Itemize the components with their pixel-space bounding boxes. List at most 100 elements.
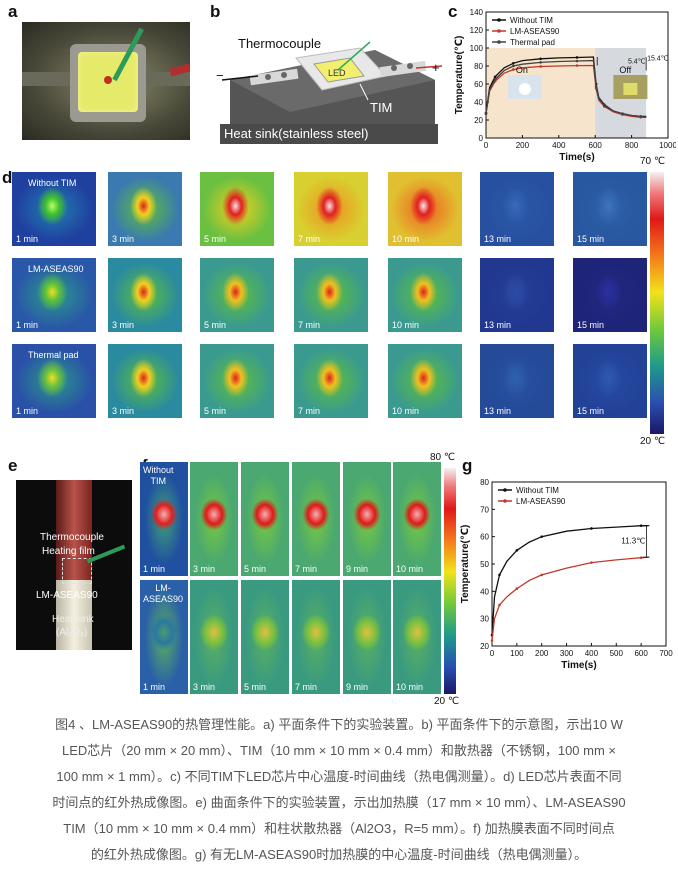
x-tick-label: 0 [490,649,495,658]
x-tick-label: 600 [634,649,648,658]
scale-d-min: 20 ℃ [640,436,666,447]
thermal-image: 10 min [388,258,462,332]
series-point-2 [639,115,642,118]
time-label: 10 min [392,320,420,330]
x-tick-label: 200 [535,649,549,658]
time-label: 7 min [298,320,321,330]
series-point-0 [539,57,542,61]
thermal-image: 3 min [190,580,238,694]
scale-f-max: 80 ℃ [430,452,456,463]
annotation-on: On [516,65,528,75]
thermal-image: 5 min [241,462,289,576]
thermal-image: 7 min [294,172,368,246]
series-point-2 [621,112,624,115]
series-point-0 [493,75,497,79]
series-line-2 [485,59,647,118]
thermal-image: 10 min [393,462,441,576]
series-point-1 [540,573,544,577]
row-label: LM-ASEAS90 [143,583,183,605]
series-point-0 [575,56,579,59]
time-label: 13 min [484,234,512,244]
legend-label-1: LM-ASEAS90 [510,27,560,36]
series-line-0 [491,525,649,636]
x-tick-label: 800 [625,141,639,150]
panel-label-c: c [448,2,458,21]
x-axis-label: Time(s) [561,660,596,671]
thermal-image: 1 min Thermal pad [12,344,96,418]
time-label: 1 min [143,564,166,574]
off-photo-chip [623,83,638,95]
time-label: 1 min [143,682,166,692]
row-label: Without TIM [28,178,77,188]
time-label: 1 min [16,406,39,416]
on-photo-light [518,83,531,95]
thermal-image: 13 min [480,344,554,418]
x-tick-label: 600 [589,141,603,150]
time-label: 13 min [484,406,512,416]
time-label: 7 min [298,234,321,244]
thermal-image: 15 min [573,172,647,246]
thermal-image: 3 min [108,172,182,246]
time-label: 3 min [112,234,135,244]
time-label: 10 min [392,406,420,416]
row-label-line-1: Without [143,465,174,475]
time-label: 7 min [298,406,321,416]
y-tick-label: 100 [470,44,484,53]
x-tick-label: 500 [610,649,624,658]
label-e-al2o3: (Al₂O₃) [56,627,88,638]
series-point-0 [540,535,544,538]
thermal-image: 13 min [480,258,554,332]
series-line-1 [485,64,647,118]
left-terminal [249,68,299,86]
label-e-heating-film: Heating film [42,546,95,557]
caption-line-6: 的红外热成像图。g) 有无LM-ASEAS90时加热膜的中心温度-时间曲线（热电… [90,847,588,862]
y-tick-label: 20 [474,116,483,125]
legend-marker-0 [497,18,501,22]
row-label-line-2: ASEAS90 [143,594,184,604]
series-point-0 [590,527,593,530]
label-minus: − [216,68,224,83]
y-tick-label: 80 [474,62,483,71]
series-point-0 [515,549,519,552]
chart-g: 0 100 200 300 400 500 600 700 20 30 40 50 60 70 80 Time… [460,478,673,671]
annotation-diff: 11.3℃ [621,537,645,546]
series-point-2 [603,104,606,107]
label-e-thermocouple: Thermocouple [40,532,104,543]
panel-label-b: b [210,2,221,21]
time-label: 15 min [577,406,605,416]
legend-marker-0 [503,488,507,492]
time-label: 3 min [193,682,216,692]
panel-label-g: g [462,456,473,475]
thermal-image: 1 min Without TIM [140,462,188,576]
y-tick-label: 20 [480,642,489,651]
label-tim: TIM [370,100,392,115]
time-label: 10 min [396,564,424,574]
thermocouple-wire [337,41,371,71]
y-tick-label: 40 [480,587,489,596]
time-label: 7 min [295,682,318,692]
thermal-image: 3 min [108,258,182,332]
heatsink-band [220,124,438,144]
y-tick-label: 70 [480,505,489,514]
series-point-2 [539,61,542,64]
plot-frame [485,11,669,139]
series-point-1 [498,603,501,607]
caption-line-1: 图4 、LM-ASEAS90的热管理性能。a) 平面条件下的实验装置。b) 平面… [55,717,623,732]
photo-led-setup [22,22,190,140]
legend-marker-2 [497,40,501,44]
time-label: 3 min [112,406,135,416]
row-label-line-1: LM- [155,583,171,593]
series-point-1 [575,64,579,67]
caption-line-2: LED芯片（20 mm × 20 mm）、TIM（10 mm × 10 mm ×… [61,743,617,758]
caption-line-5: TIM（10 mm × 10 mm × 0.4 mm）和柱状散热器（Al2O3，… [63,821,615,836]
thermal-image: 9 min [343,580,391,694]
thermal-image: 9 min [343,462,391,576]
y-tick-label: 0 [479,134,484,143]
right-terminal [379,60,427,78]
time-label: 3 min [112,320,135,330]
time-label: 5 min [244,564,267,574]
series-point-0 [639,524,643,528]
thermal-image: 10 min [388,172,462,246]
y-tick-label: 140 [470,8,484,17]
y-axis-label: Temperature(℃) [460,525,471,604]
